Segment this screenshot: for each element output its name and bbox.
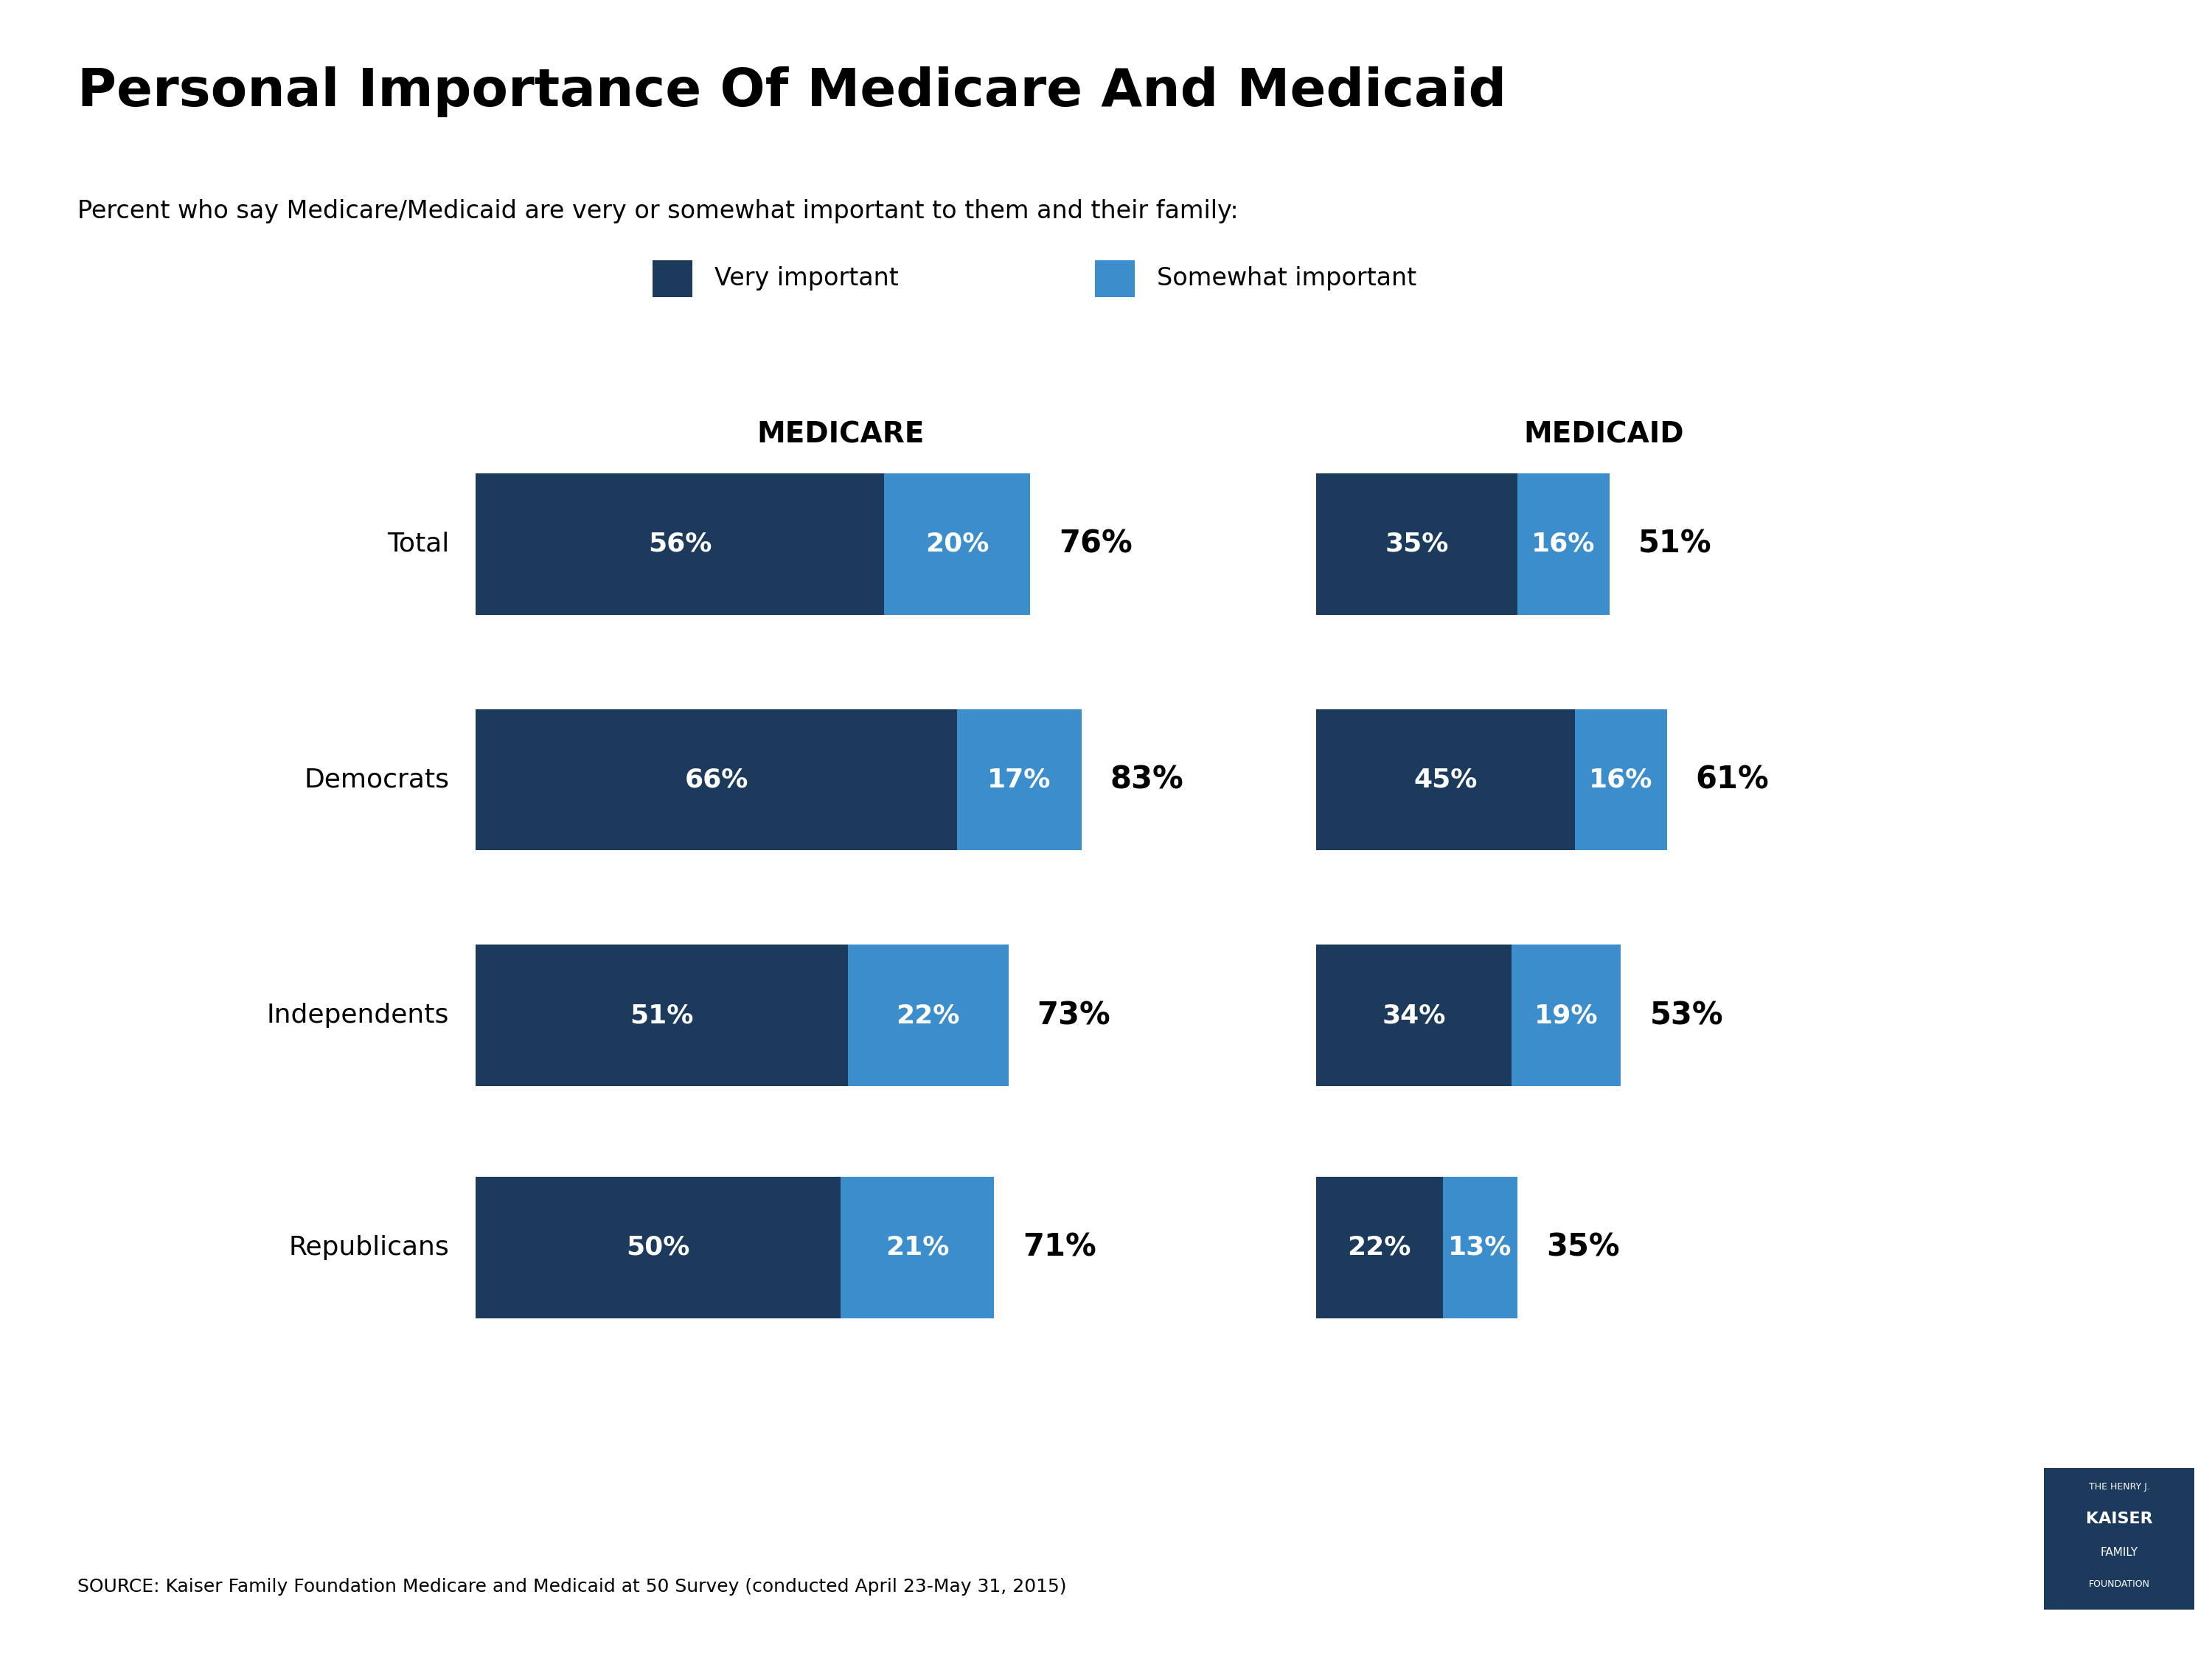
Text: 35%: 35% [1546, 1233, 1619, 1262]
Text: 61%: 61% [1697, 765, 1770, 795]
Text: 16%: 16% [1531, 531, 1595, 557]
Text: Independents: Independents [268, 1002, 449, 1029]
FancyBboxPatch shape [847, 944, 1009, 1085]
Text: 16%: 16% [1588, 766, 1652, 793]
Text: 35%: 35% [1385, 531, 1449, 557]
FancyBboxPatch shape [1511, 944, 1621, 1085]
Text: Democrats: Democrats [303, 766, 449, 793]
Text: SOURCE: Kaiser Family Foundation Medicare and Medicaid at 50 Survey (conducted A: SOURCE: Kaiser Family Foundation Medicar… [77, 1578, 1066, 1596]
Text: 83%: 83% [1110, 765, 1183, 795]
FancyBboxPatch shape [476, 474, 885, 614]
Text: 22%: 22% [1347, 1234, 1411, 1261]
FancyBboxPatch shape [958, 710, 1082, 849]
Text: 17%: 17% [987, 766, 1051, 793]
FancyBboxPatch shape [1575, 710, 1668, 849]
Text: Somewhat important: Somewhat important [1157, 267, 1416, 290]
Text: 34%: 34% [1382, 1002, 1447, 1029]
Text: 73%: 73% [1037, 1000, 1110, 1030]
FancyBboxPatch shape [1095, 260, 1135, 297]
Text: Personal Importance Of Medicare And Medicaid: Personal Importance Of Medicare And Medi… [77, 66, 1506, 118]
FancyBboxPatch shape [841, 1178, 993, 1317]
FancyBboxPatch shape [1316, 944, 1511, 1085]
Text: 76%: 76% [1060, 529, 1133, 559]
Text: Total: Total [387, 531, 449, 557]
Text: 20%: 20% [925, 531, 989, 557]
FancyBboxPatch shape [476, 710, 958, 849]
Text: MEDICAID: MEDICAID [1524, 421, 1683, 448]
Text: FOUNDATION: FOUNDATION [2088, 1579, 2150, 1589]
Text: 66%: 66% [686, 766, 748, 793]
Text: 45%: 45% [1413, 766, 1478, 793]
Text: 22%: 22% [896, 1002, 960, 1029]
Text: 51%: 51% [1639, 529, 1712, 559]
Text: 19%: 19% [1535, 1002, 1599, 1029]
Text: Republicans: Republicans [288, 1234, 449, 1261]
Text: 53%: 53% [1650, 1000, 1723, 1030]
Text: 13%: 13% [1449, 1234, 1511, 1261]
Text: KAISER: KAISER [2086, 1511, 2152, 1526]
Text: 21%: 21% [885, 1234, 949, 1261]
Text: Very important: Very important [714, 267, 898, 290]
Text: FAMILY: FAMILY [2099, 1548, 2139, 1558]
FancyBboxPatch shape [885, 474, 1031, 614]
FancyBboxPatch shape [476, 944, 847, 1085]
Text: 51%: 51% [630, 1002, 695, 1029]
FancyBboxPatch shape [1316, 474, 1517, 614]
FancyBboxPatch shape [476, 1178, 841, 1317]
Text: 56%: 56% [648, 531, 712, 557]
FancyBboxPatch shape [1442, 1178, 1517, 1317]
FancyBboxPatch shape [1316, 1178, 1442, 1317]
FancyBboxPatch shape [1316, 710, 1575, 849]
FancyBboxPatch shape [653, 260, 692, 297]
Text: MEDICARE: MEDICARE [757, 421, 925, 448]
FancyBboxPatch shape [1517, 474, 1610, 614]
Text: THE HENRY J.: THE HENRY J. [2088, 1481, 2150, 1491]
Text: 71%: 71% [1022, 1233, 1097, 1262]
Text: Percent who say Medicare/Medicaid are very or somewhat important to them and the: Percent who say Medicare/Medicaid are ve… [77, 199, 1239, 224]
FancyBboxPatch shape [2044, 1468, 2194, 1609]
Text: 50%: 50% [626, 1234, 690, 1261]
